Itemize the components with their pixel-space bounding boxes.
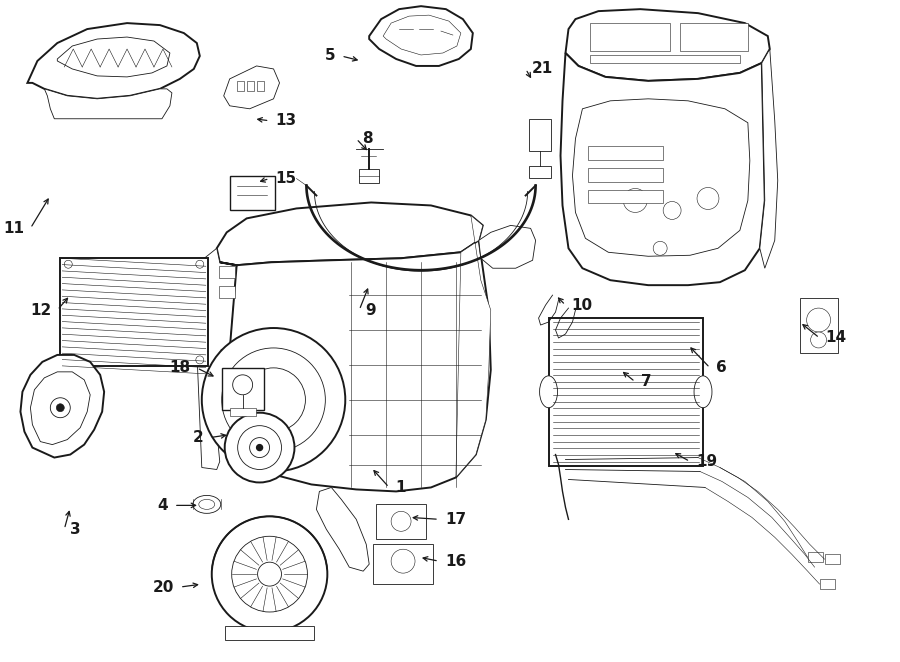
Ellipse shape xyxy=(540,376,557,408)
Circle shape xyxy=(64,356,72,364)
FancyBboxPatch shape xyxy=(680,23,748,51)
FancyBboxPatch shape xyxy=(221,368,264,410)
Circle shape xyxy=(806,308,831,332)
Polygon shape xyxy=(565,9,770,81)
Circle shape xyxy=(196,260,203,268)
Polygon shape xyxy=(58,37,170,77)
Polygon shape xyxy=(760,49,778,268)
FancyBboxPatch shape xyxy=(256,81,264,91)
FancyBboxPatch shape xyxy=(824,554,840,564)
FancyBboxPatch shape xyxy=(247,81,254,91)
FancyBboxPatch shape xyxy=(528,118,551,151)
Text: 5: 5 xyxy=(325,48,336,64)
FancyBboxPatch shape xyxy=(807,552,823,562)
Text: 13: 13 xyxy=(275,113,297,128)
FancyBboxPatch shape xyxy=(230,175,274,211)
Circle shape xyxy=(624,189,647,213)
Text: 14: 14 xyxy=(825,330,847,346)
FancyBboxPatch shape xyxy=(374,544,433,584)
FancyBboxPatch shape xyxy=(219,286,235,298)
Circle shape xyxy=(212,516,328,632)
Text: 12: 12 xyxy=(30,303,51,318)
Circle shape xyxy=(256,445,263,451)
Circle shape xyxy=(196,356,203,364)
Text: 6: 6 xyxy=(716,360,726,375)
Text: 9: 9 xyxy=(365,303,376,318)
Text: 15: 15 xyxy=(275,171,297,186)
FancyBboxPatch shape xyxy=(359,169,379,183)
FancyBboxPatch shape xyxy=(589,167,663,181)
Circle shape xyxy=(697,187,719,209)
FancyBboxPatch shape xyxy=(820,579,834,589)
Circle shape xyxy=(225,412,294,483)
Text: 7: 7 xyxy=(641,374,652,389)
Text: 18: 18 xyxy=(170,360,191,375)
FancyBboxPatch shape xyxy=(590,55,740,63)
Text: 19: 19 xyxy=(696,454,717,469)
FancyBboxPatch shape xyxy=(590,23,670,51)
Circle shape xyxy=(50,398,70,418)
FancyBboxPatch shape xyxy=(549,318,703,465)
Circle shape xyxy=(392,511,411,532)
FancyBboxPatch shape xyxy=(225,626,314,640)
Polygon shape xyxy=(317,487,369,571)
Text: 16: 16 xyxy=(445,553,466,569)
Text: 3: 3 xyxy=(70,522,81,537)
Circle shape xyxy=(811,332,826,348)
Text: 2: 2 xyxy=(193,430,203,445)
Text: 1: 1 xyxy=(395,480,406,495)
Polygon shape xyxy=(44,89,172,118)
FancyBboxPatch shape xyxy=(589,189,663,203)
Ellipse shape xyxy=(193,495,220,513)
FancyBboxPatch shape xyxy=(528,166,551,177)
FancyBboxPatch shape xyxy=(800,298,838,353)
Polygon shape xyxy=(369,6,473,66)
Polygon shape xyxy=(217,240,490,491)
Circle shape xyxy=(57,404,64,412)
Polygon shape xyxy=(456,215,491,477)
Circle shape xyxy=(257,562,282,586)
Polygon shape xyxy=(224,66,280,109)
FancyBboxPatch shape xyxy=(376,504,426,540)
FancyBboxPatch shape xyxy=(60,258,208,366)
Text: 4: 4 xyxy=(158,498,168,513)
Polygon shape xyxy=(31,372,90,445)
Circle shape xyxy=(653,242,667,256)
Polygon shape xyxy=(217,203,482,265)
Polygon shape xyxy=(197,248,237,469)
Circle shape xyxy=(233,375,253,395)
Text: 17: 17 xyxy=(445,512,466,527)
Circle shape xyxy=(202,328,346,471)
Circle shape xyxy=(392,549,415,573)
Circle shape xyxy=(663,201,681,219)
Polygon shape xyxy=(21,355,104,457)
Text: 11: 11 xyxy=(4,221,24,236)
Text: 21: 21 xyxy=(532,62,553,76)
Polygon shape xyxy=(27,23,200,99)
FancyBboxPatch shape xyxy=(219,266,235,278)
Text: 20: 20 xyxy=(152,580,174,594)
Polygon shape xyxy=(479,225,536,268)
FancyBboxPatch shape xyxy=(589,146,663,160)
FancyBboxPatch shape xyxy=(237,81,244,91)
Text: 10: 10 xyxy=(572,298,592,312)
Polygon shape xyxy=(383,15,461,55)
Circle shape xyxy=(64,260,72,268)
Text: 8: 8 xyxy=(362,131,373,146)
Polygon shape xyxy=(561,53,765,285)
FancyBboxPatch shape xyxy=(230,408,256,416)
Circle shape xyxy=(249,438,270,457)
Polygon shape xyxy=(572,99,750,256)
Ellipse shape xyxy=(694,376,712,408)
